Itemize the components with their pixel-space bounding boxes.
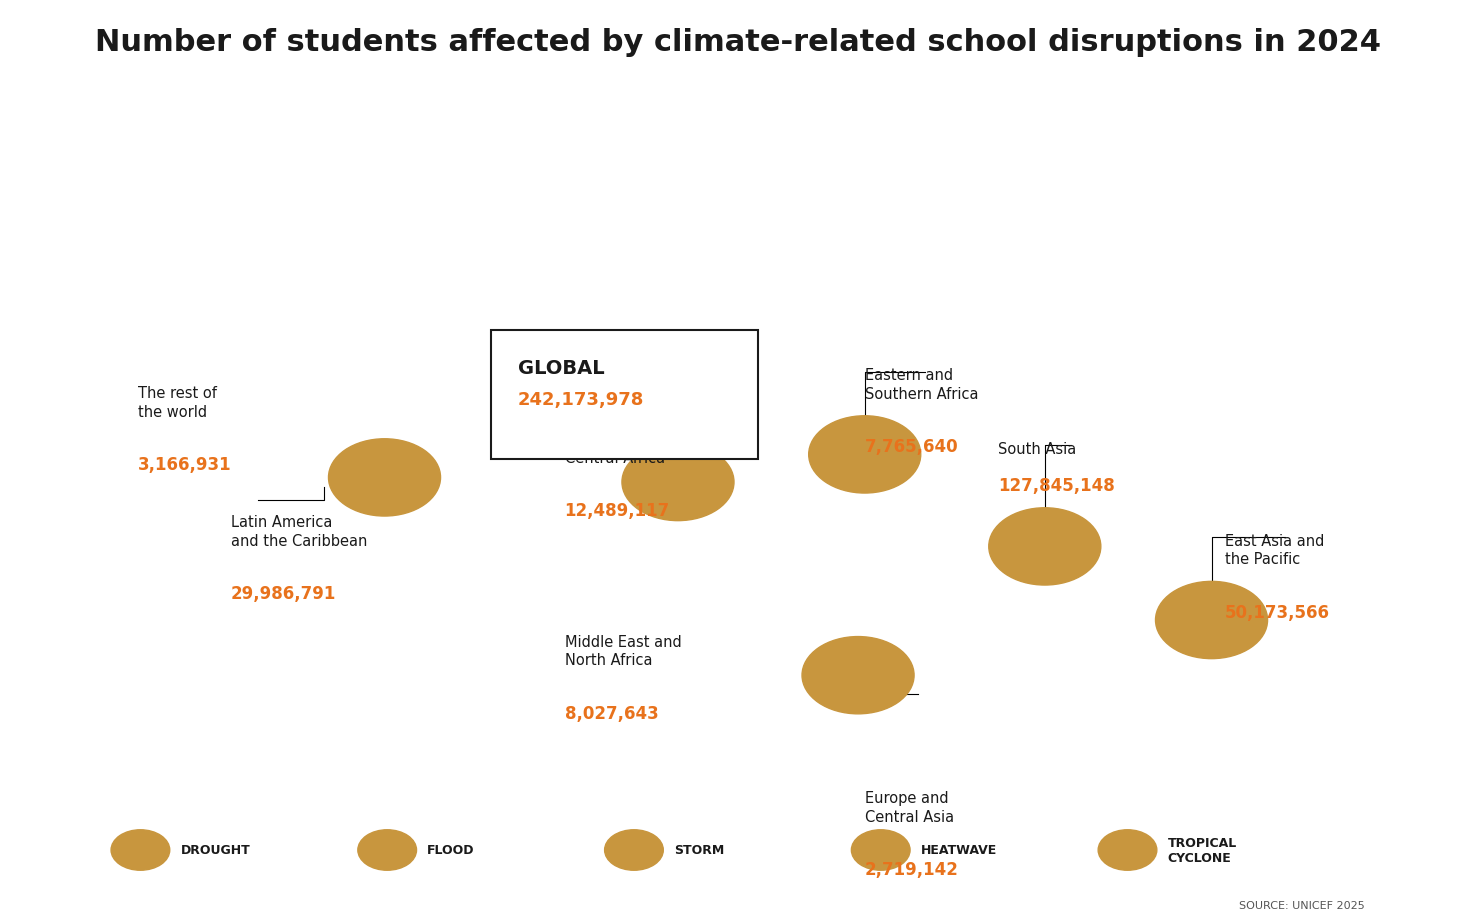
Text: SOURCE: UNICEF 2025: SOURCE: UNICEF 2025 <box>1240 900 1365 910</box>
Circle shape <box>1098 830 1157 870</box>
Text: HEATWAVE: HEATWAVE <box>921 844 996 857</box>
Circle shape <box>357 830 416 870</box>
Text: 7,765,640: 7,765,640 <box>865 437 958 456</box>
Circle shape <box>605 830 663 870</box>
Text: FLOOD: FLOOD <box>427 844 475 857</box>
Text: DROUGHT: DROUGHT <box>180 844 249 857</box>
Circle shape <box>111 830 170 870</box>
Text: 3,166,931: 3,166,931 <box>137 456 232 474</box>
Text: 8,027,643: 8,027,643 <box>565 704 658 722</box>
Text: Latin America
and the Caribbean: Latin America and the Caribbean <box>232 515 368 549</box>
Text: Number of students affected by climate-related school disruptions in 2024: Number of students affected by climate-r… <box>94 28 1382 57</box>
Text: Middle East and
North Africa: Middle East and North Africa <box>565 634 682 668</box>
Text: TROPICAL
CYCLONE: TROPICAL CYCLONE <box>1168 836 1237 864</box>
Circle shape <box>809 416 921 494</box>
Circle shape <box>329 439 440 516</box>
Circle shape <box>621 444 734 521</box>
Circle shape <box>852 830 911 870</box>
Text: Europe and
Central Asia: Europe and Central Asia <box>865 790 953 824</box>
Text: The rest of
the world: The rest of the world <box>137 386 217 420</box>
Text: South Asia: South Asia <box>998 441 1076 456</box>
Text: 29,986,791: 29,986,791 <box>232 584 337 603</box>
Text: East Asia and
the Pacific: East Asia and the Pacific <box>1225 533 1324 567</box>
Text: West and
Central Africa: West and Central Africa <box>565 432 664 466</box>
Text: 2,719,142: 2,719,142 <box>865 860 958 879</box>
Circle shape <box>989 508 1101 585</box>
Circle shape <box>801 637 914 714</box>
Text: 12,489,117: 12,489,117 <box>565 502 670 520</box>
Text: GLOBAL: GLOBAL <box>518 358 605 378</box>
Text: 127,845,148: 127,845,148 <box>998 476 1114 494</box>
Circle shape <box>1156 582 1268 659</box>
Text: STORM: STORM <box>675 844 725 857</box>
Text: 242,173,978: 242,173,978 <box>518 391 645 409</box>
Text: Eastern and
Southern Africa: Eastern and Southern Africa <box>865 368 979 402</box>
FancyBboxPatch shape <box>492 331 759 460</box>
Text: 50,173,566: 50,173,566 <box>1225 603 1330 621</box>
